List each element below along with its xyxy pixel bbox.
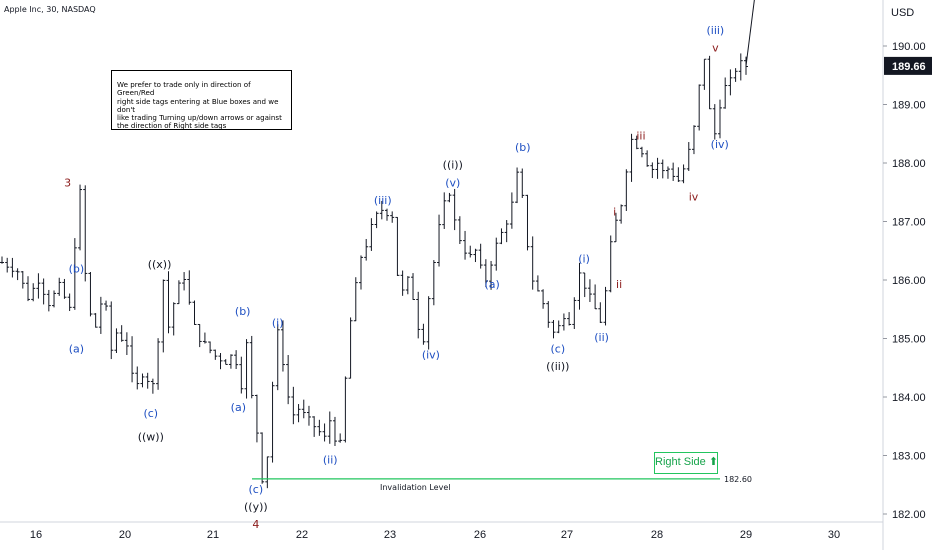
x-axis-tick-label: 29 (740, 529, 752, 541)
wave-label: ((i)) (443, 159, 463, 172)
y-axis-tick-label: 187.00 (892, 217, 926, 229)
wave-label: 3 (64, 176, 71, 189)
x-axis-tick-label: 20 (119, 529, 131, 541)
wave-label: (b) (235, 305, 251, 318)
invalidation-value: 182.60 (724, 475, 752, 484)
invalidation-label: Invalidation Level (380, 483, 450, 492)
strategy-note-line: like trading Turning up/down arrows or a… (117, 113, 282, 123)
y-axis-tick-label: 189.00 (892, 100, 926, 112)
strategy-note-line: the direction of Right side tags (117, 121, 227, 131)
x-axis-tick-label: 22 (296, 529, 308, 541)
x-axis-tick-label: 16 (30, 529, 42, 541)
wave-label: ((y)) (244, 500, 268, 513)
right-side-label: Right Side (655, 456, 706, 468)
wave-label: v (712, 42, 719, 55)
y-axis-tick-label: 188.00 (892, 158, 926, 170)
wave-label: (c) (249, 483, 264, 496)
wave-label: (b) (515, 141, 531, 154)
right-side-tag: Right Side ⬆ (654, 452, 718, 474)
last-price-value: 189.66 (892, 61, 926, 73)
wave-label: i (613, 206, 616, 219)
wave-label: ((x)) (148, 258, 172, 271)
x-axis-tick-label: 21 (207, 529, 219, 541)
wave-label: iv (689, 190, 699, 203)
wave-label: (iii) (374, 194, 392, 207)
wave-label: (ii) (323, 454, 338, 467)
projection-line (745, 0, 755, 66)
strategy-note: We prefer to trade only in direction of … (111, 70, 292, 130)
chart-header-title: Apple Inc, 30, NASDAQ (4, 5, 96, 14)
x-axis-tick-label: 30 (828, 529, 840, 541)
up-arrow-icon: ⬆ (708, 456, 719, 468)
y-axis-tick-label: 183.00 (892, 451, 926, 463)
x-axis-tick-label: 26 (474, 529, 486, 541)
wave-label: (a) (485, 278, 500, 291)
wave-label: (ii) (594, 331, 609, 344)
currency-label[interactable]: USD (891, 7, 915, 19)
y-axis-tick-label: 184.00 (892, 392, 926, 404)
wave-label: ((w)) (138, 430, 164, 443)
y-axis-tick-label: 190.00 (892, 41, 926, 53)
x-axis-tick-label: 28 (651, 529, 663, 541)
wave-label: iii (636, 129, 645, 142)
y-axis-tick-label: 185.00 (892, 334, 926, 346)
wave-label: (b) (69, 262, 85, 275)
wave-label: (c) (143, 407, 158, 420)
wave-label: (v) (445, 176, 460, 189)
wave-label: (iv) (711, 138, 729, 151)
wave-label: 4 (252, 518, 259, 531)
wave-label: ii (616, 278, 622, 291)
wave-label: (i) (578, 252, 590, 265)
x-axis-tick-label: 27 (561, 529, 573, 541)
wave-label: (c) (550, 343, 565, 356)
wave-label: (iv) (422, 348, 440, 361)
strategy-note-line: right side tags entering at Blue boxes a… (117, 96, 279, 114)
wave-label: (a) (69, 343, 84, 356)
y-axis-tick-label: 186.00 (892, 275, 926, 287)
y-axis-tick-label: 182.00 (892, 509, 926, 521)
wave-label: (i) (272, 317, 284, 330)
last-price-tag (884, 56, 932, 75)
strategy-note-line: We prefer to trade only in direction of … (117, 80, 251, 98)
wave-label: ((ii)) (546, 360, 569, 373)
wave-label: (iii) (706, 24, 724, 37)
wave-label: (a) (231, 401, 246, 414)
x-axis-tick-label: 23 (384, 529, 396, 541)
